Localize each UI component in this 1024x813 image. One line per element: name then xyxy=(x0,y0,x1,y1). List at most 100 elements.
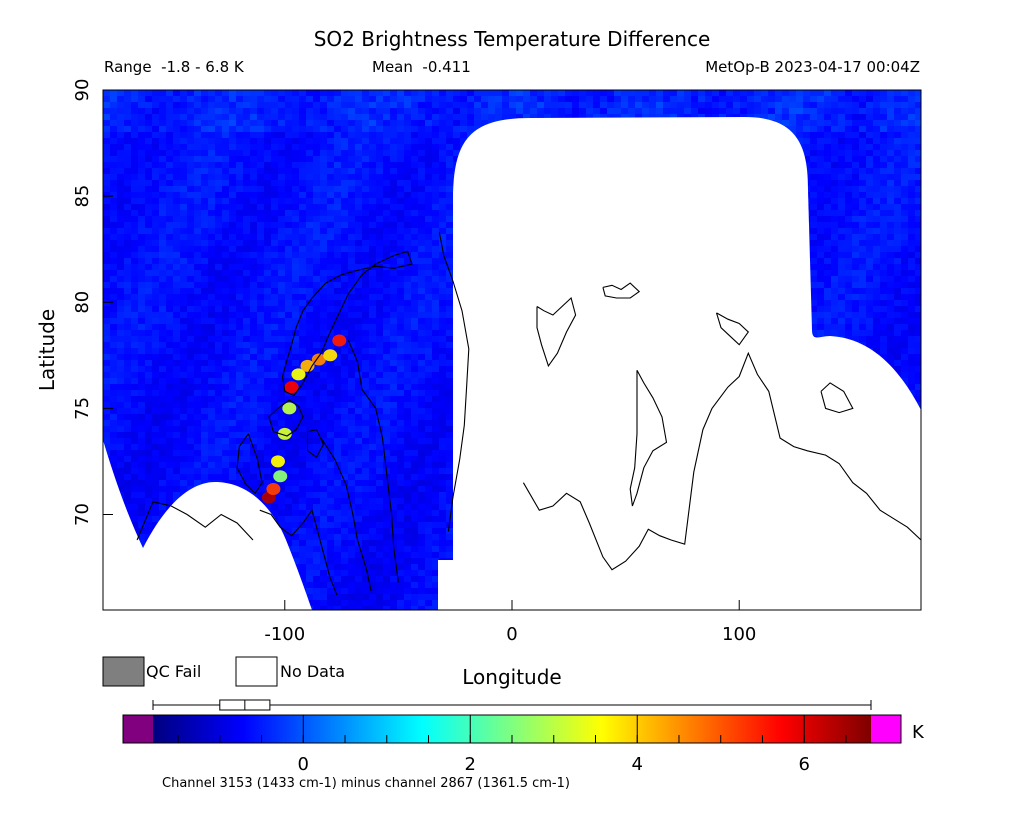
field-cell xyxy=(894,288,902,295)
field-cell xyxy=(411,126,419,133)
field-cell xyxy=(187,204,195,211)
field-cell xyxy=(103,282,111,289)
field-cell xyxy=(159,162,167,169)
field-cell xyxy=(859,180,867,187)
field-cell xyxy=(222,258,230,265)
field-cell xyxy=(320,144,328,151)
field-cell xyxy=(334,144,342,151)
field-cell xyxy=(362,96,370,103)
field-cell xyxy=(873,108,881,115)
field-cell xyxy=(880,108,888,115)
field-cell xyxy=(215,90,223,97)
field-cell xyxy=(187,234,195,241)
field-cell xyxy=(334,234,342,241)
field-cell xyxy=(159,132,167,139)
field-cell xyxy=(173,120,181,127)
field-cell xyxy=(684,96,692,103)
field-cell xyxy=(831,186,839,193)
field-cell xyxy=(110,150,118,157)
field-cell xyxy=(789,126,797,133)
field-cell xyxy=(817,102,825,109)
field-cell xyxy=(110,186,118,193)
field-cell xyxy=(250,198,258,205)
field-cell xyxy=(215,318,223,325)
field-cell xyxy=(201,252,209,259)
field-cell xyxy=(894,324,902,331)
field-cell xyxy=(439,300,447,307)
field-cell xyxy=(243,162,251,169)
field-cell xyxy=(194,300,202,307)
field-cell xyxy=(103,258,111,265)
field-cell xyxy=(306,102,314,109)
field-cell xyxy=(397,150,405,157)
field-cell xyxy=(257,240,265,247)
field-cell xyxy=(866,108,874,115)
field-cell xyxy=(117,252,125,259)
field-cell xyxy=(285,168,293,175)
field-cell xyxy=(292,114,300,121)
field-cell xyxy=(299,108,307,115)
field-cell xyxy=(383,294,391,301)
field-cell xyxy=(208,210,216,217)
field-cell xyxy=(257,156,265,163)
field-cell xyxy=(159,294,167,301)
field-cell xyxy=(215,294,223,301)
field-cell xyxy=(432,318,440,325)
field-cell xyxy=(138,210,146,217)
field-cell xyxy=(838,258,846,265)
field-cell xyxy=(880,222,888,229)
field-cell xyxy=(222,234,230,241)
field-cell xyxy=(908,234,916,241)
field-cell xyxy=(845,180,853,187)
field-cell xyxy=(880,258,888,265)
field-cell xyxy=(264,270,272,277)
field-cell xyxy=(215,204,223,211)
field-cell xyxy=(299,222,307,229)
field-cell xyxy=(306,126,314,133)
field-cell xyxy=(201,318,209,325)
field-cell xyxy=(432,186,440,193)
field-cell xyxy=(439,276,447,283)
field-cell xyxy=(229,204,237,211)
field-cell xyxy=(425,222,433,229)
field-cell xyxy=(446,282,454,289)
field-cell xyxy=(404,198,412,205)
field-cell xyxy=(166,342,174,349)
field-cell xyxy=(383,120,391,127)
field-cell xyxy=(110,114,118,121)
field-cell xyxy=(901,288,909,295)
field-cell xyxy=(873,234,881,241)
field-cell xyxy=(768,114,776,121)
field-cell xyxy=(887,102,895,109)
field-cell xyxy=(131,300,139,307)
field-cell xyxy=(313,342,321,349)
field-cell xyxy=(362,114,370,121)
field-cell xyxy=(873,300,881,307)
field-cell xyxy=(103,234,111,241)
field-cell xyxy=(852,318,860,325)
field-cell xyxy=(208,300,216,307)
field-cell xyxy=(187,252,195,259)
field-cell xyxy=(222,138,230,145)
field-cell xyxy=(327,270,335,277)
field-cell xyxy=(866,264,874,271)
field-cell xyxy=(824,258,832,265)
field-cell xyxy=(698,96,706,103)
field-cell xyxy=(446,324,454,331)
field-cell xyxy=(208,246,216,253)
field-cell xyxy=(292,204,300,211)
field-cell xyxy=(894,216,902,223)
field-cell xyxy=(278,174,286,181)
field-cell xyxy=(915,306,921,313)
field-cell xyxy=(250,228,258,235)
field-cell xyxy=(110,288,118,295)
field-cell xyxy=(894,162,902,169)
field-cell xyxy=(747,102,755,109)
field-cell xyxy=(166,108,174,115)
field-cell xyxy=(810,252,818,259)
field-cell xyxy=(642,108,650,115)
field-cell xyxy=(117,210,125,217)
field-cell xyxy=(432,282,440,289)
field-cell xyxy=(390,234,398,241)
field-cell xyxy=(194,198,202,205)
